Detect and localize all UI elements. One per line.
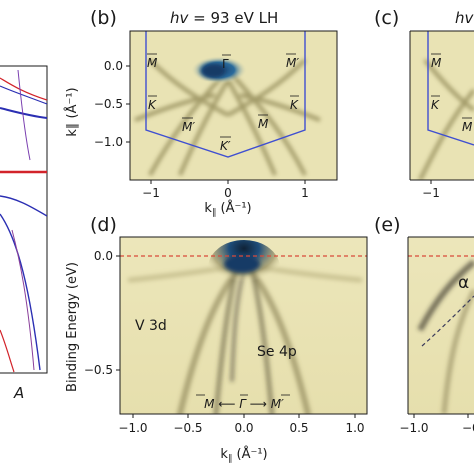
panel-b-gamma-core [201,64,225,78]
panel-a: A [0,65,48,402]
panel-c-brillouin-zone [427,31,474,146]
panel-b-xtick-1: 0 [224,186,232,200]
panel-b-point-gamma: Γ [222,57,229,71]
panel-e-label: (e) [374,214,401,236]
panel-d-xtick-4: 1.0 [345,421,364,435]
panel-c-xtick-0: −1 [422,186,440,200]
svg-text:M ⟵ Γ ⟶ M′: M ⟵ Γ ⟶ M′ [204,397,284,411]
panel-b-ytick-1: −0.5 [94,97,123,111]
panel-b-point-m-left: M [147,56,158,70]
panel-a-band-purple [17,69,31,161]
panel-b-xlabel: k∥ (Å⁻¹) [204,200,251,218]
panel-a-x-label: A [13,384,24,402]
panel-d-y-axis: 0.0 −0.5 Binding Energy (eV) [65,249,120,392]
panel-d-xtick-2: 0.0 [234,421,253,435]
panel-d-direction-label: M ⟵ Γ ⟶ M′ [196,394,290,411]
panel-c-point-k-left: K [431,98,440,112]
panel-c-label: (c) [374,7,399,29]
panel-b-point-k-right: K [290,98,299,112]
panel-a-frame [0,65,48,374]
panel-e-alpha-label: α [458,273,469,293]
panel-b-label: (b) [90,7,117,29]
panel-d-label: (d) [90,214,117,236]
panel-c: (c) hv M K M −1 [374,7,474,200]
panel-d-x-axis: −1.0 −0.5 0.0 0.5 1.0 k∥ (Å⁻¹) [118,414,365,464]
panel-a-band-blue-3 [0,195,47,217]
panel-b-ytick-2: −1.0 [94,135,123,149]
panel-b-xtick-0: −1 [142,186,160,200]
panel-b-ytick-0: 0.0 [104,59,123,73]
panel-d-xlabel: k∥ (Å⁻¹) [220,446,267,464]
panel-d-ylabel: Binding Energy (eV) [65,262,80,392]
panel-d-ytick-1: −0.5 [84,363,113,377]
panel-c-point-m-left: M [431,56,442,70]
panel-d-xtick-1: −0.5 [173,421,202,435]
panel-b-title: hv = 93 eV LH [170,9,278,27]
panel-d-xtick-0: −1.0 [118,421,147,435]
panel-b-point-k-left: K [148,98,157,112]
panel-e-xtick-1: −0 [462,421,474,435]
panel-e-xtick-0: −1.0 [399,421,428,435]
panel-b-xtick-2: 1 [301,186,309,200]
panel-a-band-red-bottom [0,329,15,373]
panel-b-point-m-mid-left: M′ [182,120,195,134]
panel-d-intensity-core [224,255,260,273]
panel-e: (e) α −1.0 −0 [374,214,474,435]
panel-a-band-purple-2 [11,229,35,371]
panel-a-band-blue-4 [0,213,41,371]
panel-e-band-alpha-fit [421,295,474,347]
panel-c-point-m-mid-left: M [462,120,473,134]
panel-b-ylabel: k∥ (Å⁻¹) [64,87,80,136]
panel-b-brillouin-zone [145,31,306,158]
panel-d-xtick-3: 0.5 [289,421,308,435]
panel-a-band-red-top [0,77,47,101]
panel-b-high-symmetry-points: Γ M M′ K K M′ M K′ [147,53,299,153]
panel-b-title-rest: = 93 eV LH [188,9,278,27]
panel-b-x-axis: −1 0 1 k∥ (Å⁻¹) [142,180,309,218]
panel-b-point-k-bottom: K′ [220,139,231,153]
panel-b: (b) hv = 93 eV LH Γ M [64,7,338,218]
panel-b-frame [129,30,338,181]
panel-d-annotation-v3d: V 3d [135,318,167,334]
panel-b-title-hv: hv [170,9,190,27]
panel-d-ytick-0: 0.0 [94,249,113,263]
panel-e-spectrum-bg [408,237,474,414]
panel-c-title-hv: hv [455,9,474,27]
panel-b-point-m-right: M′ [286,56,299,70]
panel-d-annotation-se4p: Se 4p [257,344,297,360]
panel-d: (d) V 3d Se 4p M ⟵ Γ ⟶ M′ [65,214,368,464]
panel-b-point-m-mid-right: M [258,117,269,131]
panel-b-y-axis: 0.0 −0.5 −1.0 k∥ (Å⁻¹) [64,59,130,149]
